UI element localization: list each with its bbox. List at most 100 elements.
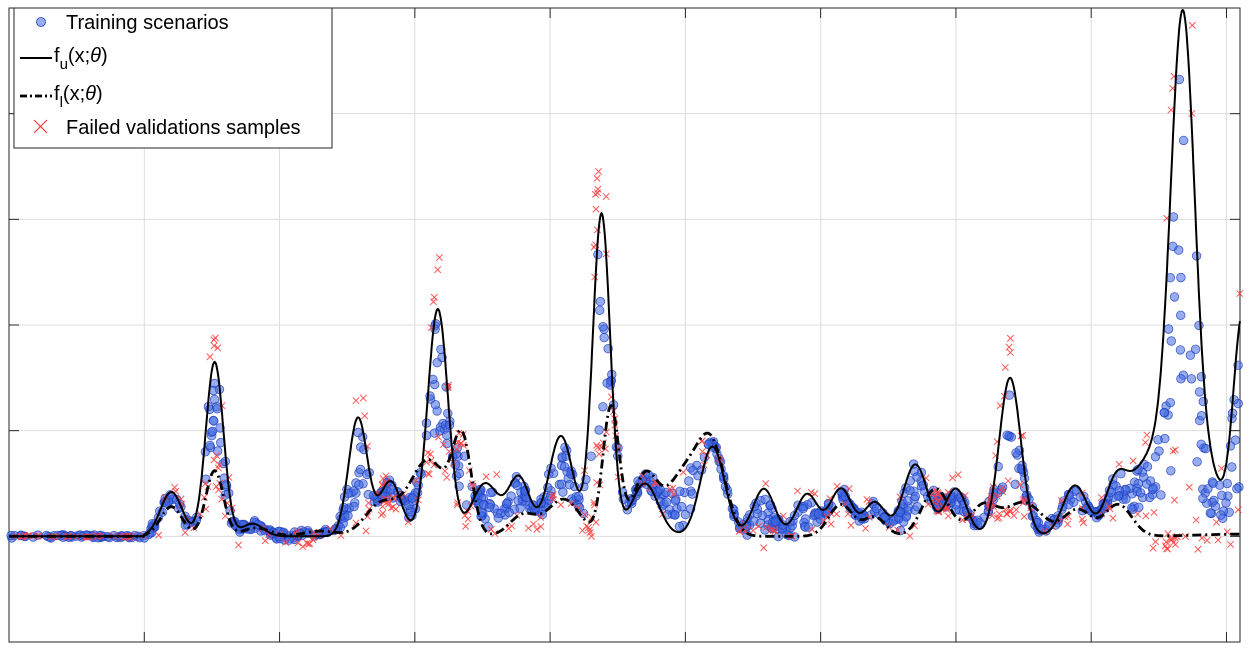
training-point — [1113, 491, 1124, 501]
failed-point — [1149, 544, 1157, 552]
failed-point — [364, 499, 373, 507]
training-point — [687, 489, 698, 499]
failed-point — [833, 510, 841, 518]
training-point — [1150, 452, 1161, 462]
failed-point — [591, 190, 600, 198]
training-point — [1192, 457, 1202, 467]
failed-point — [181, 528, 189, 537]
failed-point — [441, 467, 449, 475]
training-point — [871, 503, 882, 514]
failed-point — [261, 537, 269, 545]
legend: Training scenarios fu(x;θ) fl(x;θ) Failed v… — [13, 7, 333, 149]
failed-point — [906, 532, 914, 540]
failed-point — [1129, 457, 1137, 465]
training-point — [1010, 479, 1020, 490]
failed-point — [294, 539, 302, 547]
failed-point — [212, 482, 220, 490]
failed-point — [594, 167, 603, 176]
training-point — [1153, 435, 1163, 445]
failed-point — [299, 543, 307, 551]
failed-point — [1234, 506, 1242, 514]
failed-point — [1012, 506, 1020, 514]
failed-point — [1188, 21, 1196, 29]
training-point — [435, 426, 445, 436]
training-point — [355, 464, 366, 475]
training-point — [386, 484, 396, 495]
failed-point — [770, 526, 778, 534]
training-point — [755, 518, 766, 528]
failed-point — [735, 527, 743, 535]
failed-point — [377, 511, 385, 519]
training-point — [1229, 395, 1239, 405]
training-point — [602, 378, 612, 388]
failed-point — [948, 474, 957, 482]
failed-point — [265, 530, 273, 538]
failed-point — [827, 520, 835, 528]
failed-point — [306, 540, 314, 548]
training-point — [598, 402, 608, 412]
legend-label: fu(x;θ) — [54, 45, 108, 73]
failed-point — [1001, 363, 1009, 371]
failed-point — [459, 441, 468, 449]
failed-point — [1003, 510, 1011, 518]
failed-point — [943, 505, 951, 513]
failed-point — [593, 174, 601, 182]
training-point — [1169, 292, 1180, 302]
failed-point — [1006, 334, 1014, 342]
training-point — [1210, 501, 1221, 511]
failed-point — [352, 397, 360, 405]
failed-point — [529, 520, 538, 528]
training-point — [674, 521, 685, 532]
legend-entry-training: Training scenarios — [36, 12, 229, 34]
failed-point — [1142, 512, 1150, 520]
failed-point — [762, 523, 771, 532]
training-point — [1176, 272, 1186, 283]
training-point — [443, 408, 453, 419]
training-point — [556, 479, 567, 489]
failed-point — [1169, 447, 1177, 455]
failed-point — [581, 511, 589, 519]
failed-point — [1143, 431, 1151, 439]
failed-point — [524, 524, 533, 532]
training-point — [201, 474, 211, 484]
training-point — [343, 511, 353, 521]
training-point — [813, 509, 824, 519]
failed-point — [587, 532, 595, 540]
training-point — [1165, 398, 1176, 408]
failed-point — [1217, 464, 1226, 472]
failed-point — [602, 428, 610, 436]
training-point — [586, 451, 596, 461]
training-point — [1232, 484, 1242, 494]
failed-point — [1192, 516, 1200, 524]
failed-point — [213, 451, 221, 459]
failed-point — [567, 499, 575, 507]
training-point — [804, 522, 814, 532]
failed-point — [1109, 514, 1117, 522]
training-point — [421, 430, 432, 441]
training-point — [349, 501, 359, 512]
failed-point — [823, 513, 831, 521]
training-point — [537, 509, 548, 520]
legend-entry-failed: Failed validations samples — [33, 117, 301, 139]
training-point — [1227, 462, 1237, 472]
training-point — [1201, 443, 1211, 454]
failed-point — [533, 525, 541, 533]
training-point — [1134, 502, 1144, 513]
training-point — [1175, 310, 1186, 321]
failed-point — [443, 473, 451, 482]
lower-bound-curve — [9, 403, 1240, 538]
failed-point — [453, 445, 461, 453]
training-point — [1185, 350, 1196, 360]
failed-point — [439, 441, 447, 449]
failed-point — [593, 441, 601, 449]
failed-point — [430, 293, 438, 301]
legend-entry-upper: fu(x;θ) — [20, 45, 108, 73]
training-point — [599, 332, 609, 343]
training-point — [1002, 430, 1012, 441]
legend-entry-lower: fl(x;θ) — [20, 83, 103, 111]
failed-point — [215, 461, 223, 469]
training-point — [573, 491, 584, 502]
training-point — [1208, 478, 1218, 489]
failed-point — [387, 504, 395, 512]
training-point — [502, 498, 512, 509]
